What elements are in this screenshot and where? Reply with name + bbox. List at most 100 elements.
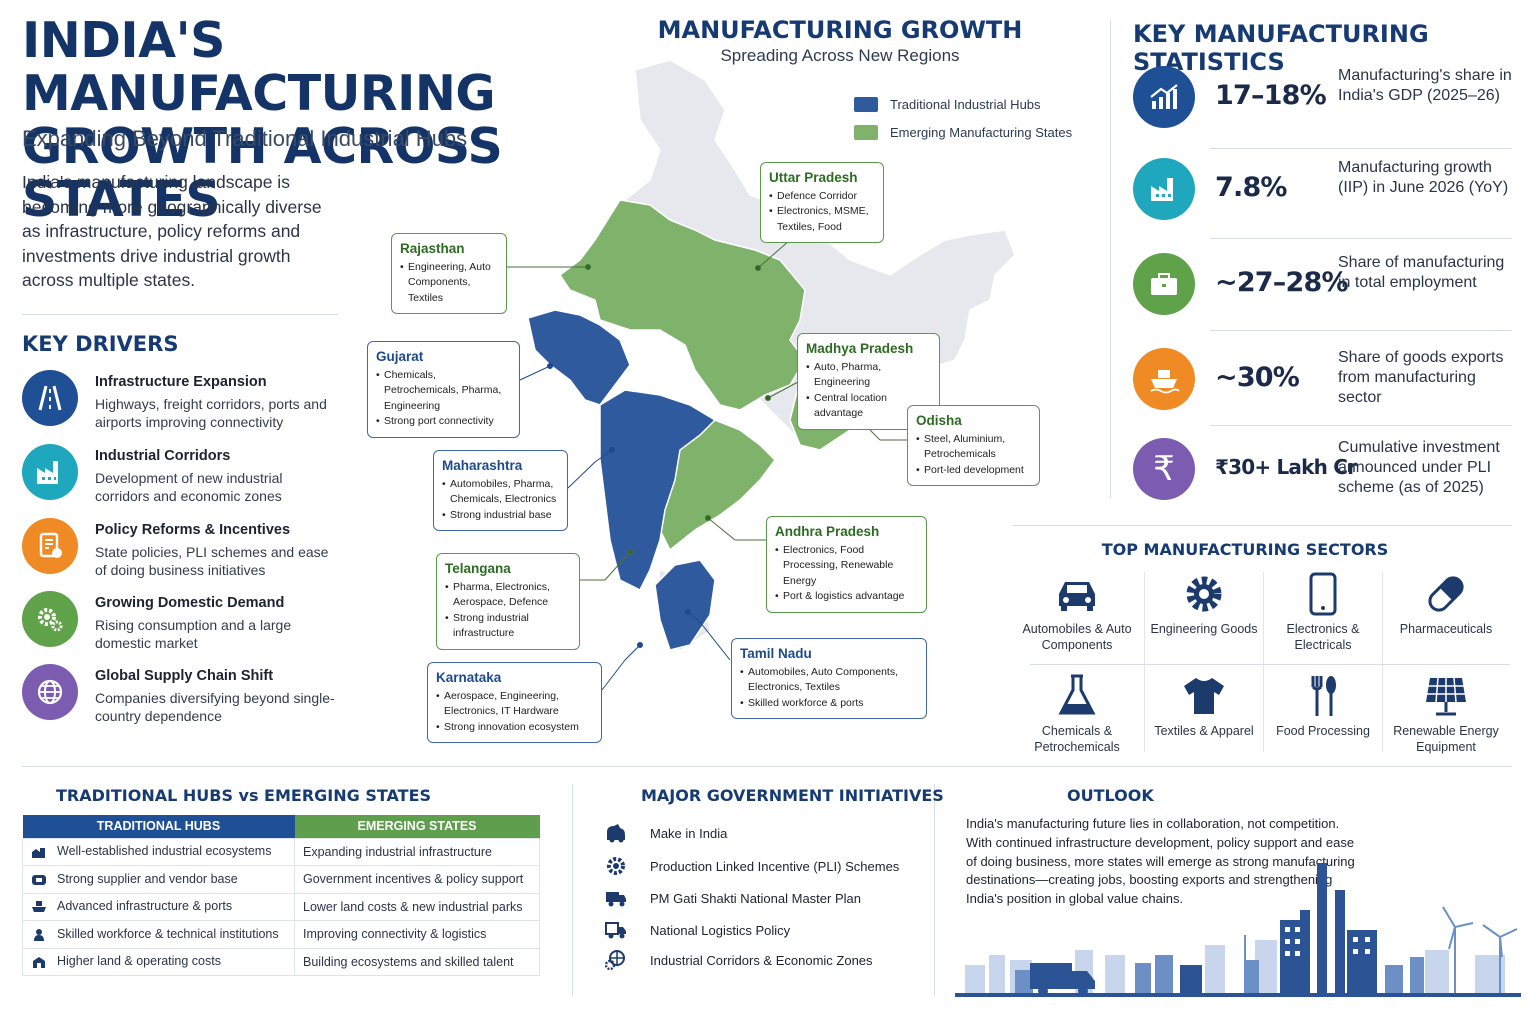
column-header-emerging: EMERGING STATES bbox=[294, 815, 540, 838]
smartphone-icon bbox=[1264, 570, 1382, 618]
table-cell: Building ecosystems and skilled talent bbox=[294, 947, 540, 976]
callout-item: Engineering, Auto Components, Textiles bbox=[400, 260, 498, 307]
driver-title: Global Supply Chain Shift bbox=[95, 668, 274, 684]
initiative-label: PM Gati Shakti National Master Plan bbox=[650, 891, 861, 906]
driver-desc: Rising consumption and a large domestic … bbox=[95, 617, 292, 651]
callout-item: Skilled workforce & ports bbox=[740, 696, 918, 712]
sector-label: Textiles & Apparel bbox=[1154, 724, 1254, 738]
driver-desc: State policies, PLI schemes and ease of … bbox=[95, 544, 329, 578]
initiatives-title: MAJOR GOVERNMENT INITIATIVES bbox=[641, 786, 944, 805]
stat-value: 17–18% bbox=[1215, 80, 1327, 111]
stat-item: ~30% Share of goods exports from manufac… bbox=[1133, 340, 1513, 424]
callout-item: Aerospace, Engineering, Electronics, IT … bbox=[436, 689, 593, 720]
sector-item: Automobiles & Auto Components bbox=[1018, 570, 1136, 670]
handshake-icon bbox=[31, 873, 47, 887]
driver-item: Policy Reforms & Incentives State polici… bbox=[22, 518, 342, 582]
comparison-table: TRADITIONAL HUBS EMERGING STATES Well-es… bbox=[22, 815, 540, 976]
legend-swatch bbox=[854, 97, 878, 112]
gear-icon bbox=[604, 855, 628, 877]
stat-item: 7.8% Manufacturing growth (IIP) in June … bbox=[1133, 150, 1513, 234]
divider bbox=[1382, 572, 1383, 752]
callout-maharashtra: Maharashtra Automobiles, Pharma, Chemica… bbox=[433, 450, 568, 531]
initiative-label: National Logistics Policy bbox=[650, 923, 791, 938]
cost-icon bbox=[31, 955, 47, 969]
divider bbox=[1012, 525, 1512, 526]
callout-title: Karnataka bbox=[436, 670, 502, 685]
callout-item: Automobiles, Auto Components, Electronic… bbox=[740, 665, 918, 696]
gears-icon bbox=[22, 591, 78, 647]
stat-item: ₹ ₹30+ Lakh Cr Cumulative investment ann… bbox=[1133, 430, 1513, 514]
page-subtitle: Expanding Beyond Traditional Industrial … bbox=[22, 126, 468, 151]
table-cell: Higher land & operating costs bbox=[57, 954, 221, 969]
table-cell: Skilled workforce & technical institutio… bbox=[57, 926, 279, 941]
sector-label: Engineering Goods bbox=[1150, 622, 1258, 636]
sector-item: Textiles & Apparel bbox=[1145, 672, 1263, 772]
callout-title: Uttar Pradesh bbox=[769, 170, 858, 185]
divider bbox=[1210, 330, 1512, 331]
worker-icon bbox=[31, 928, 47, 942]
outlook-text: India's manufacturing future lies in col… bbox=[966, 816, 1355, 907]
car-icon bbox=[1018, 570, 1136, 618]
divider bbox=[1110, 20, 1111, 498]
truck-icon bbox=[604, 919, 628, 941]
road-icon bbox=[22, 370, 78, 426]
sector-label: Electronics & Electricals bbox=[1286, 622, 1360, 652]
sector-item: Renewable Energy Equipment bbox=[1386, 672, 1506, 772]
initiative-label: Make in India bbox=[650, 826, 728, 841]
initiative-item: PM Gati Shakti National Master Plan bbox=[604, 887, 924, 911]
rupee-icon: ₹ bbox=[1133, 438, 1195, 500]
table-cell: Government incentives & policy support bbox=[294, 865, 540, 894]
lion-icon bbox=[604, 822, 628, 844]
sector-label: Automobiles & Auto Components bbox=[1022, 622, 1132, 652]
callout-gujarat: Gujarat Chemicals, Petrochemicals, Pharm… bbox=[367, 341, 520, 438]
stat-desc: Share of manufacturing in total employme… bbox=[1338, 254, 1505, 291]
callout-item: Electronics, MSME, Textiles, Food bbox=[769, 204, 875, 235]
table-row: Higher land & operating costs Building e… bbox=[22, 947, 540, 976]
driver-title: Policy Reforms & Incentives bbox=[95, 522, 291, 538]
callout-uttar-pradesh: Uttar Pradesh Defence Corridor Electroni… bbox=[760, 162, 884, 243]
driver-desc: Highways, freight corridors, ports and a… bbox=[95, 396, 327, 430]
stat-item: ~27–28% Share of manufacturing in total … bbox=[1133, 245, 1513, 329]
sector-item: Engineering Goods bbox=[1145, 570, 1263, 670]
legend-label: Traditional Industrial Hubs bbox=[890, 97, 1041, 112]
callout-andhra-pradesh: Andhra Pradesh Electronics, Food Process… bbox=[766, 516, 927, 613]
globe-gear-icon bbox=[604, 949, 628, 971]
divider bbox=[1210, 425, 1512, 426]
divider bbox=[22, 314, 338, 315]
table-row: Skilled workforce & technical institutio… bbox=[22, 920, 540, 949]
flask-icon bbox=[1018, 672, 1136, 720]
callout-tamil-nadu: Tamil Nadu Automobiles, Auto Components,… bbox=[731, 638, 927, 719]
capsule-icon bbox=[1386, 570, 1506, 618]
column-header-traditional: TRADITIONAL HUBS bbox=[22, 815, 295, 838]
driver-item: Industrial Corridors Development of new … bbox=[22, 444, 342, 508]
divider bbox=[572, 784, 573, 996]
initiative-item: Make in India bbox=[604, 822, 924, 846]
callout-item: Defence Corridor bbox=[769, 189, 875, 205]
callout-odisha: Odisha Steel, Aluminium, Petrochemicals … bbox=[907, 405, 1040, 486]
stat-desc: Share of goods exports from manufacturin… bbox=[1338, 349, 1504, 406]
map-subtitle: Spreading Across New Regions bbox=[720, 46, 960, 65]
divider bbox=[1210, 238, 1512, 239]
callout-item: Strong port connectivity bbox=[376, 414, 511, 430]
callout-title: Rajasthan bbox=[400, 241, 465, 256]
stat-value: 7.8% bbox=[1215, 172, 1287, 203]
stats-title: KEY MANUFACTURING STATISTICS bbox=[1133, 20, 1429, 76]
globe-icon bbox=[22, 664, 78, 720]
table-cell: Advanced infrastructure & ports bbox=[57, 899, 233, 914]
driver-item: Global Supply Chain Shift Companies dive… bbox=[22, 664, 342, 728]
initiative-item: Production Linked Incentive (PLI) Scheme… bbox=[604, 855, 924, 879]
initiative-item: Industrial Corridors & Economic Zones bbox=[604, 949, 924, 973]
table-row: Advanced infrastructure & ports Lower la… bbox=[22, 892, 540, 921]
callout-item: Central location advantage bbox=[806, 391, 931, 422]
growth-chart-icon bbox=[1133, 66, 1195, 128]
map-region-emerging-north bbox=[558, 199, 806, 411]
divider bbox=[1263, 572, 1264, 752]
sector-label: Chemicals & Petrochemicals bbox=[1034, 724, 1120, 754]
driver-item: Growing Domestic Demand Rising consumpti… bbox=[22, 591, 342, 655]
callout-title: Tamil Nadu bbox=[740, 646, 812, 661]
sectors-title: TOP MANUFACTURING SECTORS bbox=[1101, 540, 1389, 559]
callout-item: Strong industrial base bbox=[442, 508, 559, 524]
legend-swatch bbox=[854, 125, 878, 140]
callout-rajasthan: Rajasthan Engineering, Auto Components, … bbox=[391, 233, 507, 314]
sector-item: Chemicals & Petrochemicals bbox=[1018, 672, 1136, 772]
